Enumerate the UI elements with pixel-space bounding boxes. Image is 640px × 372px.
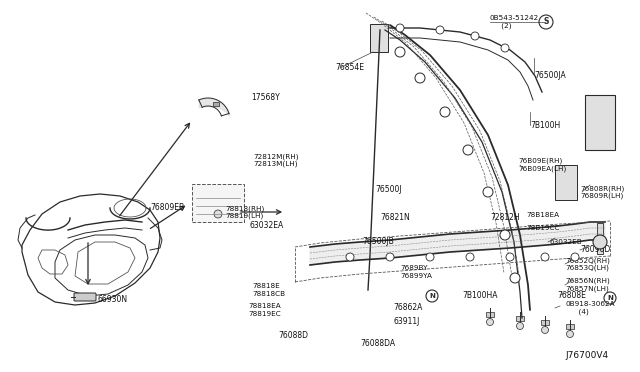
Text: N: N xyxy=(607,295,613,301)
Text: 76821N: 76821N xyxy=(380,214,410,222)
Text: 0B918-3062A
      (4): 0B918-3062A (4) xyxy=(565,301,614,315)
Text: 76862A: 76862A xyxy=(393,304,422,312)
Text: S: S xyxy=(543,17,548,26)
Text: 78B18EA: 78B18EA xyxy=(526,212,559,218)
Circle shape xyxy=(541,327,548,334)
Text: 72812H: 72812H xyxy=(490,214,520,222)
Text: 72812M(RH)
72813M(LH): 72812M(RH) 72813M(LH) xyxy=(253,153,298,167)
Text: 76500JB: 76500JB xyxy=(362,237,394,247)
Circle shape xyxy=(506,253,514,261)
Bar xyxy=(370,24,388,52)
Text: N: N xyxy=(429,293,435,299)
Circle shape xyxy=(466,253,474,261)
Text: 76090D: 76090D xyxy=(580,246,611,254)
Circle shape xyxy=(440,107,450,117)
Circle shape xyxy=(593,235,607,249)
Text: 7B100H: 7B100H xyxy=(530,121,560,129)
Bar xyxy=(541,320,549,325)
Circle shape xyxy=(501,44,509,52)
Bar xyxy=(566,324,574,329)
Text: 63911J: 63911J xyxy=(393,317,419,327)
Circle shape xyxy=(571,253,579,261)
Text: 63032EB: 63032EB xyxy=(550,239,583,245)
Polygon shape xyxy=(310,222,605,265)
Text: 76854E: 76854E xyxy=(335,64,364,73)
Circle shape xyxy=(395,47,405,57)
Text: 76856N(RH)
76857N(LH): 76856N(RH) 76857N(LH) xyxy=(565,278,610,292)
Circle shape xyxy=(471,32,479,40)
Text: 63032EA: 63032EA xyxy=(250,221,284,230)
Text: 76B09E(RH)
76B09EA(LH): 76B09E(RH) 76B09EA(LH) xyxy=(518,158,566,172)
Bar xyxy=(555,165,577,200)
Text: 76088D: 76088D xyxy=(278,331,308,340)
Text: 76500JA: 76500JA xyxy=(534,71,566,80)
Circle shape xyxy=(566,330,573,337)
Text: 0B543-51242
     (2): 0B543-51242 (2) xyxy=(490,15,540,29)
Text: 78818EA
78819EC: 78818EA 78819EC xyxy=(248,304,281,317)
Circle shape xyxy=(436,26,444,34)
FancyBboxPatch shape xyxy=(74,293,96,301)
Circle shape xyxy=(510,273,520,283)
Text: 76500J: 76500J xyxy=(375,186,402,195)
Text: 76809EB: 76809EB xyxy=(150,202,184,212)
Circle shape xyxy=(426,253,434,261)
Text: 17568Y: 17568Y xyxy=(251,93,280,103)
Circle shape xyxy=(486,318,493,326)
Text: 78B19CC: 78B19CC xyxy=(526,225,559,231)
Bar xyxy=(597,223,603,235)
Circle shape xyxy=(396,24,404,32)
Circle shape xyxy=(415,73,425,83)
Bar xyxy=(516,316,524,321)
Bar xyxy=(585,95,615,150)
Text: 76808E: 76808E xyxy=(557,291,586,299)
Circle shape xyxy=(386,253,394,261)
Text: 66930N: 66930N xyxy=(98,295,128,304)
Bar xyxy=(213,102,219,106)
Circle shape xyxy=(463,145,473,155)
Text: 76088DA: 76088DA xyxy=(360,340,395,349)
Text: J76700V4: J76700V4 xyxy=(565,352,608,360)
Text: 7689BY
76899YA: 7689BY 76899YA xyxy=(400,266,432,279)
Text: 7B100HA: 7B100HA xyxy=(462,291,497,299)
Text: 78818E
78818CB: 78818E 78818CB xyxy=(252,283,285,296)
Text: 76852Q(RH)
76853Q(LH): 76852Q(RH) 76853Q(LH) xyxy=(565,257,610,271)
Circle shape xyxy=(541,253,549,261)
Circle shape xyxy=(500,230,510,240)
Bar xyxy=(192,184,244,222)
Text: 76808R(RH)
76809R(LH): 76808R(RH) 76809R(LH) xyxy=(580,185,624,199)
Circle shape xyxy=(516,323,524,330)
Circle shape xyxy=(346,253,354,261)
Bar xyxy=(486,312,494,317)
Text: 78818(RH)
78819(LH): 78818(RH) 78819(LH) xyxy=(225,205,264,219)
Circle shape xyxy=(214,210,222,218)
Bar xyxy=(597,242,603,254)
Circle shape xyxy=(483,187,493,197)
